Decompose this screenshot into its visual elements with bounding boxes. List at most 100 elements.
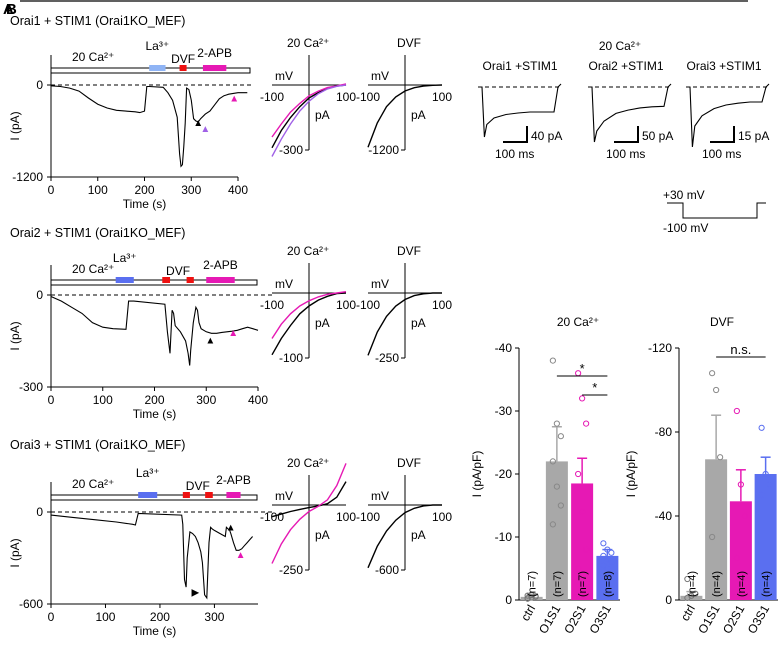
iv-y-unit: pA	[411, 108, 426, 122]
n-label: (n=4)	[711, 571, 723, 597]
iv-chart-3: 20 Ca²⁺ -100 -100 100 mV pA	[260, 244, 356, 365]
significance-label: *	[580, 361, 585, 376]
trace-title: Orai2 + STIM1 (Orai1KO_MEF)	[10, 226, 185, 240]
iv-curve-black	[367, 292, 442, 356]
n-label: (n=4)	[761, 571, 773, 597]
pulse-trace-label: Orai1 +STIM1	[482, 59, 557, 73]
data-point	[549, 521, 556, 528]
bar-y-tick-label: -40	[655, 509, 673, 523]
iv-curve-black	[271, 481, 347, 518]
bar-o1s1	[545, 461, 568, 600]
pulse-title: 20 Ca²⁺	[599, 39, 641, 53]
data-point	[575, 470, 582, 478]
y-axis-label: I (pA)	[8, 111, 22, 140]
bar-y-tick-label: -30	[495, 404, 513, 418]
iv-y-tick-label: -250	[279, 563, 303, 577]
iv-y-tick-label: -100	[279, 351, 303, 365]
y-tick-label: 0	[36, 288, 43, 302]
y-tick-label: 0	[36, 78, 43, 92]
x-tick-label: 100	[93, 393, 113, 407]
scale-bar	[503, 126, 528, 143]
solution-label: 20 Ca²⁺	[72, 50, 114, 64]
iv-curve-black	[271, 292, 347, 356]
current-trace	[50, 295, 259, 366]
iv-curve-pink	[271, 463, 347, 564]
data-point	[604, 565, 611, 572]
x-tick-label: 300	[196, 393, 216, 407]
iv-x-tick-label: 100	[336, 510, 356, 524]
iv-x-unit: mV	[275, 277, 293, 291]
data-point	[575, 565, 582, 572]
application-label: DVF	[166, 264, 190, 278]
pulse-current-trace	[478, 83, 562, 138]
solution-label: 20 Ca²⁺	[72, 262, 114, 276]
data-point	[583, 420, 590, 427]
iv-x-unit: mV	[371, 277, 389, 291]
data-point	[709, 533, 716, 541]
x-tick-label: 300	[181, 183, 201, 197]
iv-title: 20 Ca²⁺	[287, 456, 329, 470]
iv-title: DVF	[397, 36, 421, 50]
bar-y-tick-label: 0	[665, 593, 672, 607]
n-label: (n=7)	[552, 571, 564, 597]
x-tick-label: 200	[150, 610, 170, 624]
n-label: (n=7)	[577, 571, 589, 597]
solution-label: 20 Ca²⁺	[72, 477, 114, 491]
pulse-trace-1: Orai1 +STIM1 40 pA 100 ms	[478, 59, 562, 161]
trace-marker: ▲	[205, 335, 215, 346]
bar-y-axis-label: I (pA/pF)	[624, 451, 638, 498]
bar-y-tick-label: -80	[655, 425, 673, 439]
x-tick-label: 400	[248, 393, 268, 407]
trace-marker: ▶	[192, 588, 200, 599]
bar-y-tick-label: 0	[505, 593, 512, 607]
bar-y-tick-label: -40	[495, 341, 513, 355]
scale-current-label: 50 pA	[642, 129, 673, 143]
x-tick-label: 0	[48, 393, 55, 407]
iv-x-tick-label: -100	[356, 90, 380, 104]
scale-current-label: 40 pA	[531, 129, 562, 143]
iv-x-tick-label: -100	[260, 90, 284, 104]
panel-letter-a: A	[3, 1, 14, 18]
data-point	[692, 590, 699, 597]
x-tick-label: 300	[204, 610, 224, 624]
data-point	[737, 481, 744, 488]
n-label: (n=4)	[736, 571, 748, 597]
iv-chart-1: 20 Ca²⁺ -300 -100 100 mV pA	[260, 36, 356, 157]
data-point	[604, 546, 611, 553]
application-label: 2-APB	[197, 46, 232, 60]
iv-curve-purple	[271, 84, 347, 157]
voltage-protocol	[667, 202, 766, 219]
y-tick-label: -600	[19, 597, 43, 611]
y-tick-label: -1200	[12, 170, 43, 184]
data-point	[549, 357, 556, 364]
iv-y-unit: pA	[315, 108, 330, 122]
application-bar-dvf	[179, 65, 187, 71]
data-point	[557, 502, 564, 509]
bar-category-label: O3S1	[745, 602, 773, 636]
data-point	[583, 546, 590, 553]
pulse-current-trace	[686, 83, 770, 148]
data-point	[758, 424, 765, 431]
current-trace	[50, 512, 254, 600]
iv-title: DVF	[397, 244, 421, 258]
data-point	[600, 552, 607, 560]
scale-current-label: 15 pA	[738, 129, 769, 143]
iv-x-unit: mV	[371, 489, 389, 503]
data-point	[600, 562, 607, 569]
data-point	[608, 549, 615, 556]
y-tick-label: 0	[36, 505, 43, 519]
x-axis-label: Time (s)	[123, 197, 167, 211]
iv-y-tick-label: -1200	[368, 143, 399, 157]
data-point	[733, 407, 740, 415]
application-bar-dvf	[186, 277, 194, 283]
iv-y-tick-label: -600	[375, 563, 399, 577]
bar-category-label: O3S1	[587, 602, 615, 636]
y-axis-label: I (pA)	[8, 321, 22, 350]
x-axis-label: Time (s)	[133, 407, 177, 421]
application-label: La³⁺	[146, 39, 170, 53]
bar-title: DVF	[710, 315, 734, 329]
x-tick-label: 100	[95, 610, 115, 624]
x-tick-label: 0	[48, 183, 55, 197]
trace-title: Orai3 + STIM1 (Orai1KO_MEF)	[10, 438, 185, 452]
